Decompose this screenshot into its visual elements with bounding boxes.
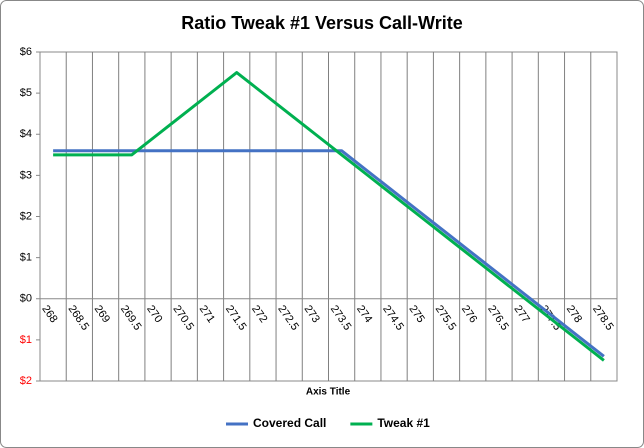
series-line [53, 71, 605, 362]
y-tick-label: $3 [20, 169, 32, 181]
y-tick-label: $5 [20, 87, 32, 99]
y-tick-label: $1 [20, 334, 32, 346]
x-axis-title: Axis Title [306, 387, 351, 398]
y-tick-label: $0 [20, 293, 32, 305]
legend-label: Tweak #1 [377, 416, 430, 430]
legend-label: Covered Call [253, 416, 326, 430]
y-tick-label: $1 [20, 252, 32, 264]
y-tick-label: $2 [20, 210, 32, 222]
y-tick-label: $4 [20, 128, 32, 140]
chart-title: Ratio Tweak #1 Versus Call-Write [181, 13, 462, 33]
y-tick-label: $6 [20, 46, 32, 58]
series-line [53, 149, 605, 358]
y-tick-label: $2 [20, 375, 32, 387]
